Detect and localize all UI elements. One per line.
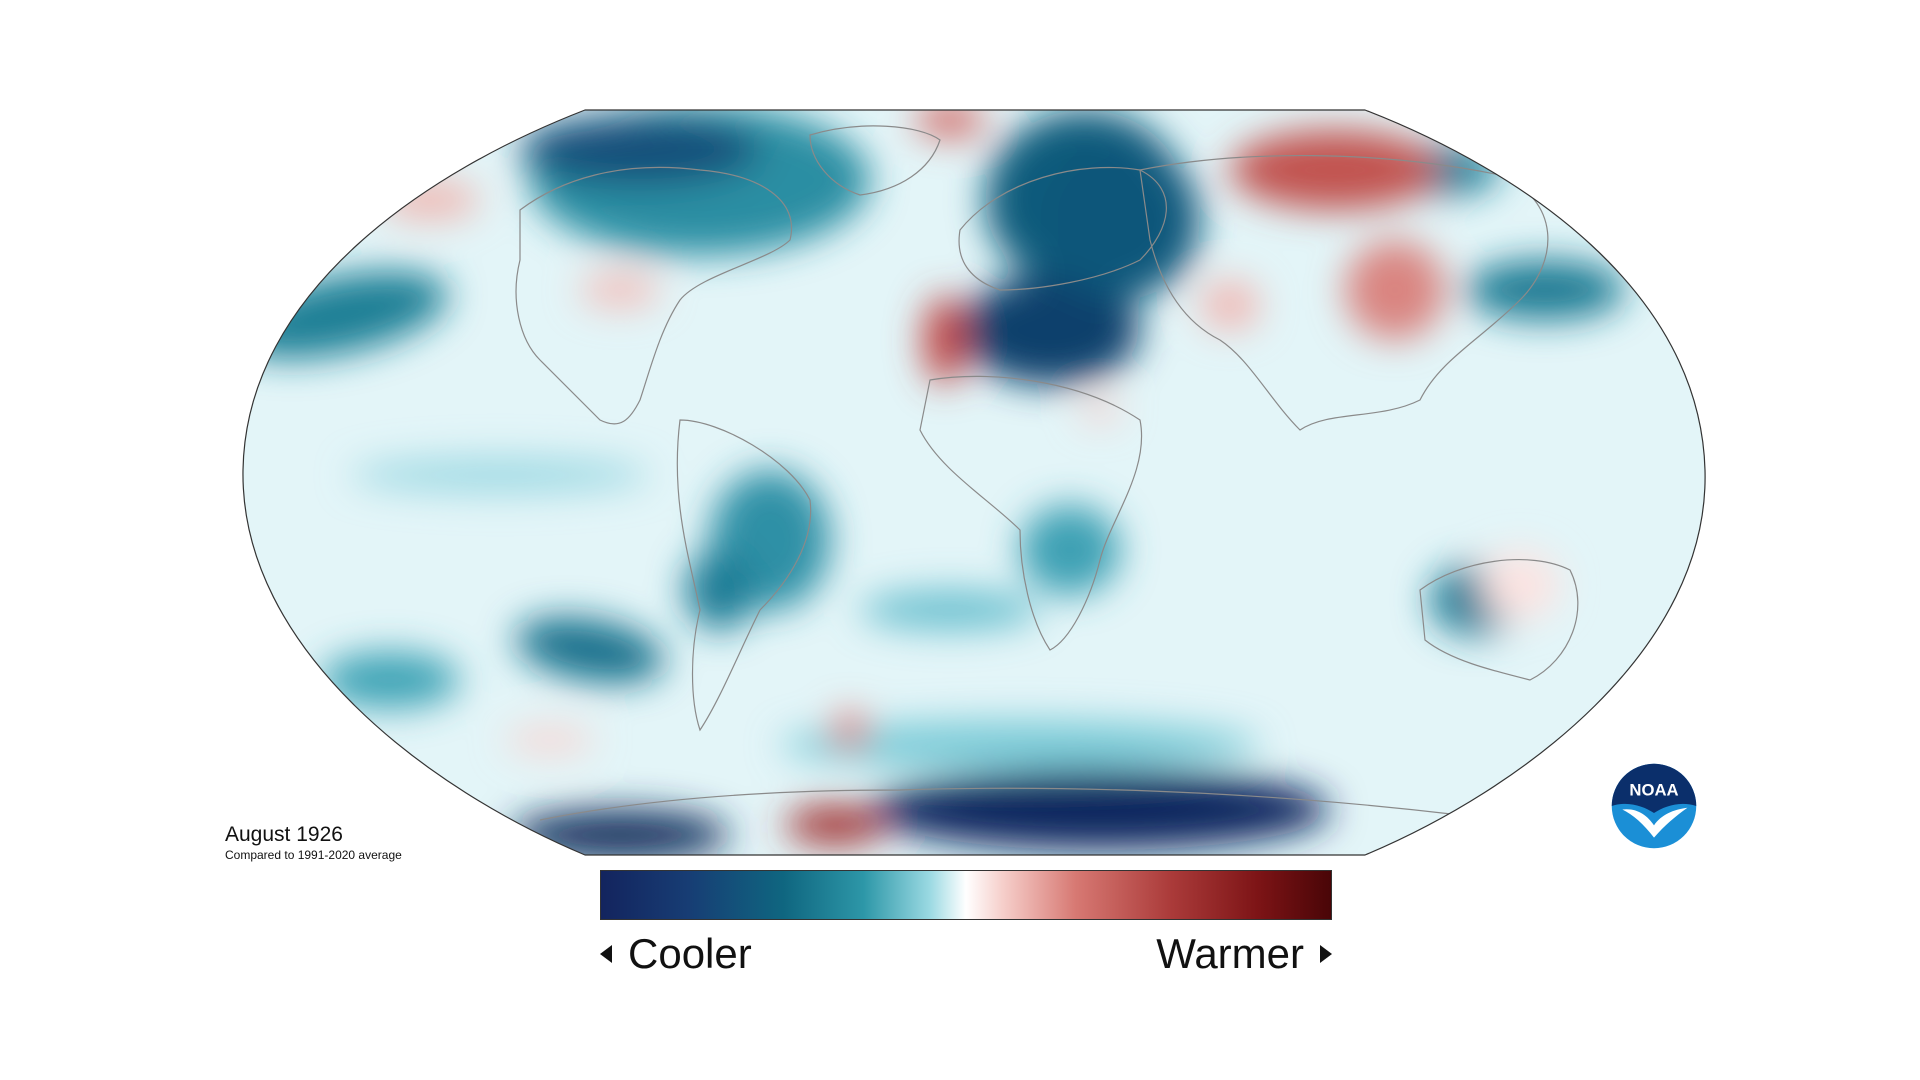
warmer-label-group: Warmer: [1156, 930, 1332, 978]
logo-text: NOAA: [1629, 780, 1678, 799]
europe-outline: [958, 167, 1167, 291]
antarctica-outline: [539, 787, 1461, 821]
north-america-outline: [515, 166, 793, 425]
noaa-logo-icon: NOAA: [1611, 763, 1697, 849]
map-caption: August 1926 Compared to 1991-2020 averag…: [225, 822, 402, 862]
warmer-label: Warmer: [1156, 930, 1304, 977]
colorbar-labels: Cooler Warmer: [600, 926, 1332, 986]
south-america-outline: [676, 419, 812, 732]
australia-outline: [1419, 559, 1579, 681]
caption-date: August 1926: [225, 823, 343, 846]
africa-outline: [919, 375, 1143, 651]
anomaly-field: [242, 110, 1706, 855]
cooler-label-group: Cooler: [600, 930, 752, 978]
triangle-left-icon: [600, 945, 612, 963]
colorbar-gradient: [600, 870, 1332, 920]
colorbar-legend: Cooler Warmer: [600, 870, 1332, 986]
triangle-right-icon: [1320, 945, 1332, 963]
map-border: [242, 109, 1706, 856]
caption-subtitle: Compared to 1991-2020 average: [225, 848, 402, 862]
asia-outline: [1139, 155, 1549, 431]
cooler-label: Cooler: [628, 930, 752, 977]
coastlines: [515, 125, 1579, 821]
anomaly-blobs: [242, 110, 1625, 855]
greenland-outline: [809, 125, 941, 196]
